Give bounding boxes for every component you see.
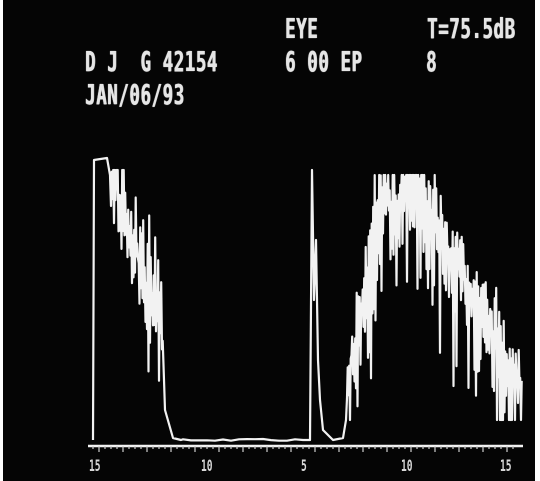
stimulus-level-readout: T=75.5dB: [427, 12, 516, 45]
baseline-axis: [88, 444, 523, 452]
oscilloscope-screen: EYE T=75.5dB D J G 42154 6 00 EP 8 JAN/0…: [3, 0, 535, 481]
axis-tick-label-4: 10: [401, 456, 413, 475]
channel-number: 8: [426, 45, 438, 78]
axis-tick-label-3: 5: [301, 456, 307, 475]
axis-tick-label-2: 10: [201, 456, 213, 475]
screen-border: [535, 0, 540, 481]
recording-date: JAN/06/93: [85, 78, 185, 111]
patient-id: D J G 42154: [85, 45, 218, 78]
waveform-trace: [91, 156, 523, 442]
eye-label: EYE: [285, 12, 319, 45]
waveform-path: [91, 156, 523, 442]
waveform-plot: [88, 156, 523, 452]
axis-tick-label-5: 15: [500, 456, 512, 475]
axis-tick-label-1: 15: [89, 456, 101, 475]
recording-mode: 6 00 EP: [285, 45, 363, 78]
